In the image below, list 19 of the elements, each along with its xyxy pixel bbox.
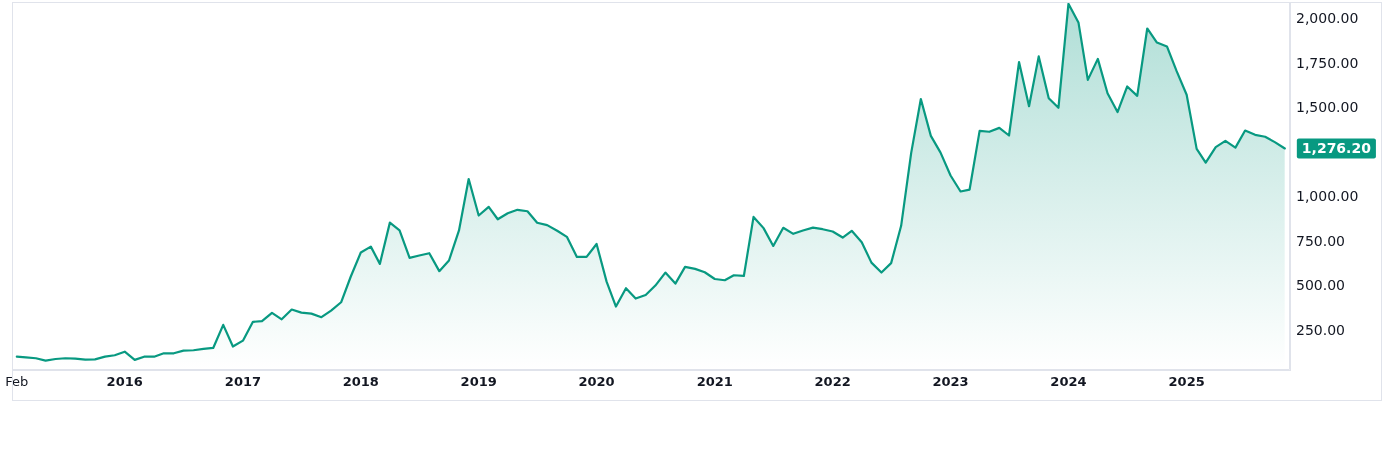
x-tick-label: 2025 — [1168, 374, 1205, 390]
data-label: 1,276.20 — [1301, 140, 1372, 157]
x-tick-label: 2023 — [932, 374, 969, 390]
y-tick-label: 500.00 — [1296, 277, 1345, 294]
x-tick-label: 2022 — [814, 374, 851, 390]
y-tick-label: 1,000.00 — [1296, 188, 1359, 205]
x-tick-label: 2024 — [1050, 374, 1087, 390]
y-tick-label: 750.00 — [1296, 232, 1345, 249]
x-tick-label: 2020 — [578, 374, 615, 390]
y-tick-label: 2,000.00 — [1296, 10, 1359, 27]
x-tick-label: 2016 — [106, 374, 143, 390]
x-tick-label: 2021 — [696, 374, 733, 390]
x-tick-label: 2019 — [460, 374, 497, 390]
y-tick-label: 1,750.00 — [1296, 54, 1359, 71]
x-tick-label: 2018 — [342, 374, 379, 390]
y-tick-label: 250.00 — [1296, 321, 1345, 338]
x-tick-label: Feb — [5, 374, 29, 390]
y-tick-label: 1,500.00 — [1296, 99, 1359, 116]
x-tick-label: 2017 — [224, 374, 262, 390]
